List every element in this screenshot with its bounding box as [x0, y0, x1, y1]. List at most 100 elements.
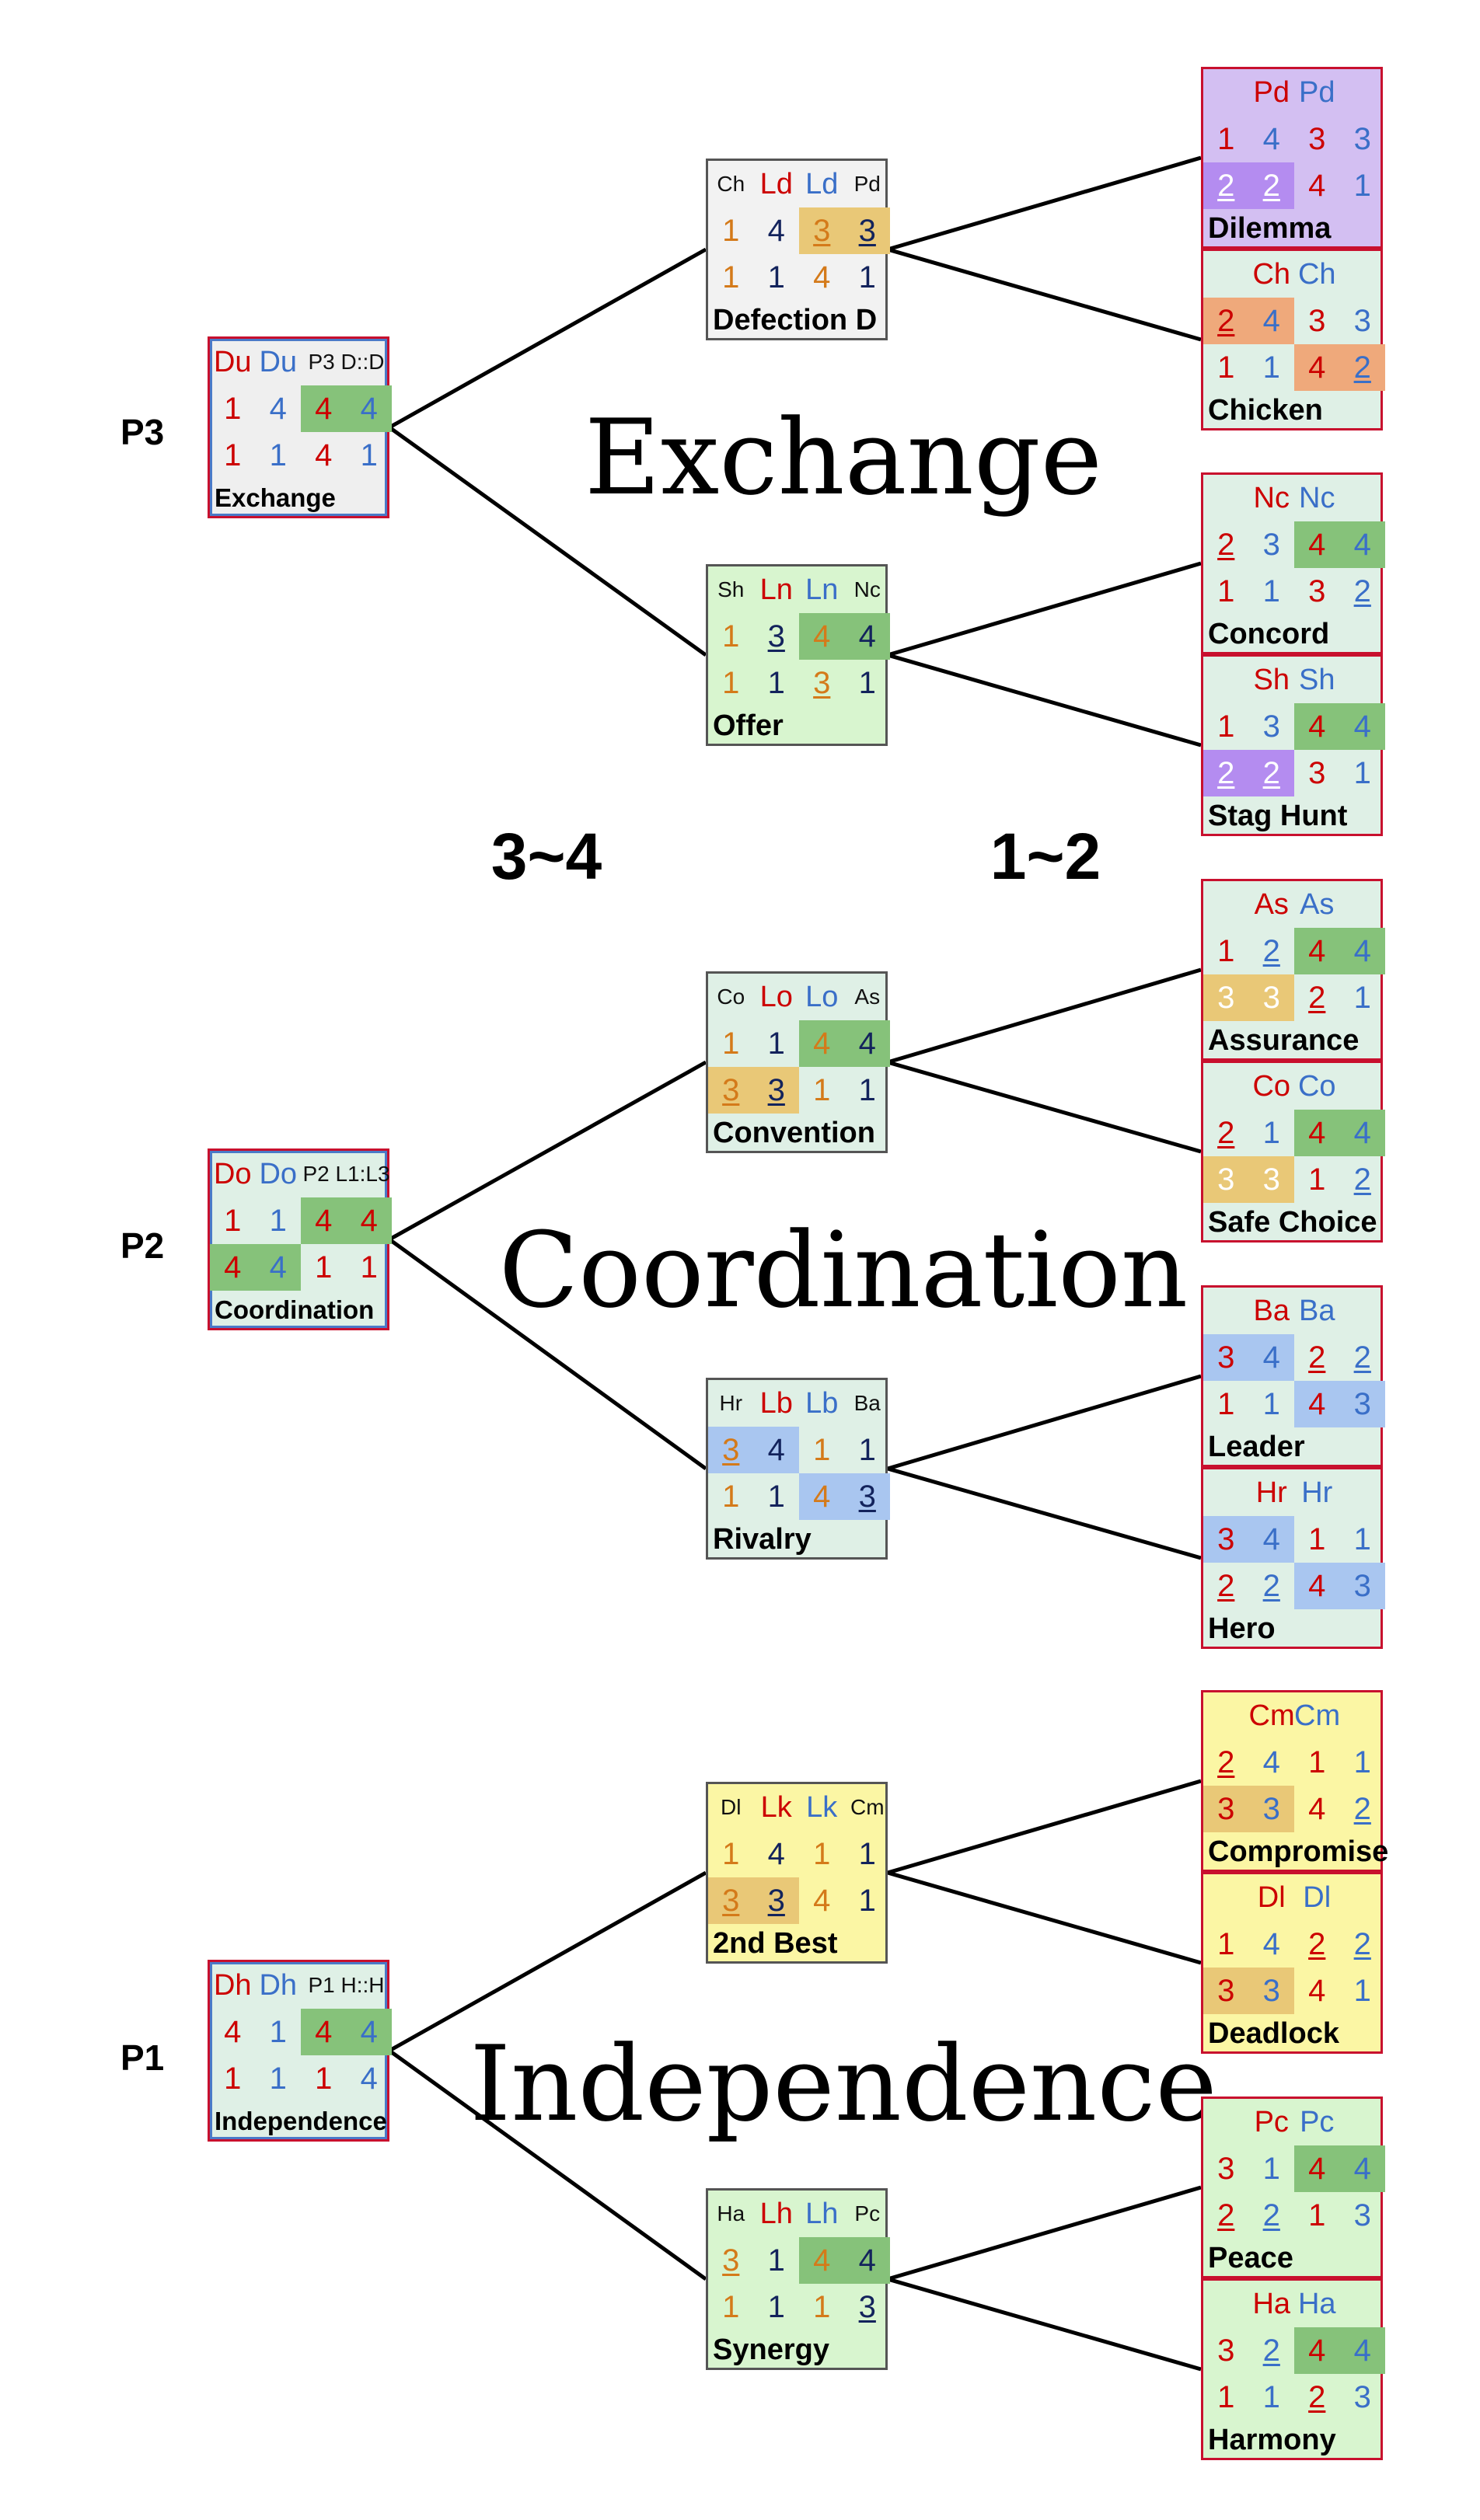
payoff-cell: 4	[753, 1427, 799, 1473]
header-label: Du	[213, 346, 252, 378]
payoff-value: 1	[858, 1433, 876, 1467]
payoff-value: 3	[1353, 2198, 1371, 2232]
header-label: Lk	[760, 1791, 792, 1824]
payoff-cell: 1	[1294, 1156, 1340, 1203]
payoff-cell: 2	[1294, 2374, 1340, 2421]
payoff-cell: 3	[1294, 568, 1340, 615]
game-name: Concord	[1208, 618, 1330, 650]
payoff-cell: 4	[1339, 703, 1385, 750]
game-box-dilemma: Pd Pd 1 4 3 3 2 2 4 1 Dilemma	[1201, 67, 1383, 249]
payoff-cell: 4	[346, 1197, 392, 1244]
payoff-value: 4	[1262, 1745, 1280, 1779]
payoff-value: 4	[1308, 2152, 1326, 2186]
header-label: Lo	[759, 981, 793, 1013]
payoff-value: 1	[858, 1884, 876, 1918]
connector-synergy-to-peace	[887, 2185, 1202, 2281]
payoff-cell: 2	[1249, 2192, 1295, 2239]
game-header: Pc Pc	[1203, 2099, 1381, 2145]
game-header: Dl Lk Lk Cm	[708, 1784, 885, 1831]
game-box-compromise: Cm Cm 2 4 1 1 3 3 4 2 Compromise	[1201, 1690, 1388, 1872]
header-label	[1340, 1469, 1386, 1516]
payoff-value: 1	[722, 1026, 740, 1061]
connector-offer-to-concord	[887, 561, 1202, 657]
payoff-cell: 4	[1294, 2145, 1340, 2192]
payoff-cell: 1	[845, 660, 891, 706]
payoff-value: 3	[1308, 756, 1326, 790]
header-label: Ba	[1253, 1295, 1290, 1327]
game-name: Assurance	[1208, 1024, 1360, 1057]
payoff-value: 1	[1217, 2380, 1235, 2414]
payoff-value: 4	[813, 619, 831, 654]
payoff-cell: 1	[845, 254, 891, 301]
payoff-value: 4	[315, 1204, 333, 1238]
header-label: Co	[717, 985, 745, 1009]
header-label: Pd	[1299, 76, 1335, 109]
game-header: Ha Lh Lh Pc	[708, 2191, 885, 2237]
game-box-hero: Hr Hr 3 4 1 1 2 2 4 3 Hero	[1201, 1467, 1386, 1649]
payoff-cell: 1	[754, 1020, 800, 1067]
connector-rivalry-to-hero	[887, 1466, 1202, 1560]
payoff-cell: 4	[1294, 1381, 1340, 1427]
payoff-cell: 3	[1203, 2327, 1249, 2374]
payoff-cell: 2	[1340, 568, 1386, 615]
payoff-cell: 1	[799, 1427, 845, 1473]
payoff-cell: 3	[708, 2237, 754, 2284]
payoff-cell: 1	[1340, 1516, 1386, 1563]
level-label-p1: P1	[120, 2037, 165, 2078]
payoff-value: 1	[1308, 1745, 1326, 1779]
payoff-value: 1	[1217, 934, 1235, 968]
payoff-cell: 1	[347, 432, 393, 479]
payoff-cell: 1	[256, 1197, 302, 1244]
payoff-value: 2	[1262, 169, 1280, 203]
payoff-cell: 4	[346, 2009, 392, 2055]
payoff-value: 2	[1353, 1927, 1371, 1961]
payoff-value: 1	[1353, 1522, 1371, 1556]
payoff-cell: 2	[1249, 928, 1295, 974]
payoff-value: 1	[1217, 709, 1235, 744]
payoff-value: 3	[767, 1884, 785, 1918]
payoff-cell: 3	[1249, 521, 1295, 568]
payoff-cell: 1	[210, 385, 256, 432]
payoff-cell: 4	[346, 385, 392, 432]
header-label: Cm	[1248, 1699, 1295, 1732]
game-box-assurance: As As 1 2 4 4 3 3 2 1 Assurance	[1201, 879, 1385, 1061]
header-label	[1203, 2281, 1249, 2327]
payoff-value: 2	[1353, 1792, 1371, 1826]
payoff-cell: 4	[256, 385, 302, 432]
header-label: P1 H::H	[308, 1973, 385, 1997]
payoff-value: 1	[858, 666, 876, 700]
payoff-value: 3	[1217, 981, 1235, 1015]
payoff-value: 4	[1262, 1927, 1280, 1961]
header-label: Co	[1252, 1070, 1291, 1103]
payoff-value: 2	[1308, 981, 1326, 1015]
payoff-cell: 2	[1203, 1563, 1249, 1609]
game-name: Harmony	[1208, 2424, 1336, 2456]
header-label: As	[854, 985, 881, 1009]
payoff-cell: 3	[1248, 1786, 1294, 1832]
payoff-cell: 1	[1203, 1381, 1249, 1427]
game-box-independence-root: Dh Dh P1 H::H 4 1 4 4 1 1 1 4 Independence	[208, 1960, 392, 2142]
payoff-cell: 3	[1340, 2192, 1386, 2239]
payoff-cell: 1	[754, 2237, 800, 2284]
payoff-value: 1	[1217, 574, 1235, 608]
payoff-cell: 4	[1294, 1563, 1340, 1609]
game-header: Ch Ld Ld Pd	[708, 161, 885, 207]
payoff-cell: 1	[1249, 1381, 1295, 1427]
payoff-value: 1	[813, 2290, 831, 2324]
level-label-p3: P3	[120, 412, 165, 452]
payoff-cell: 1	[799, 2284, 845, 2330]
payoff-cell: 1	[754, 1473, 800, 1520]
payoff-value: 1	[1217, 122, 1235, 156]
